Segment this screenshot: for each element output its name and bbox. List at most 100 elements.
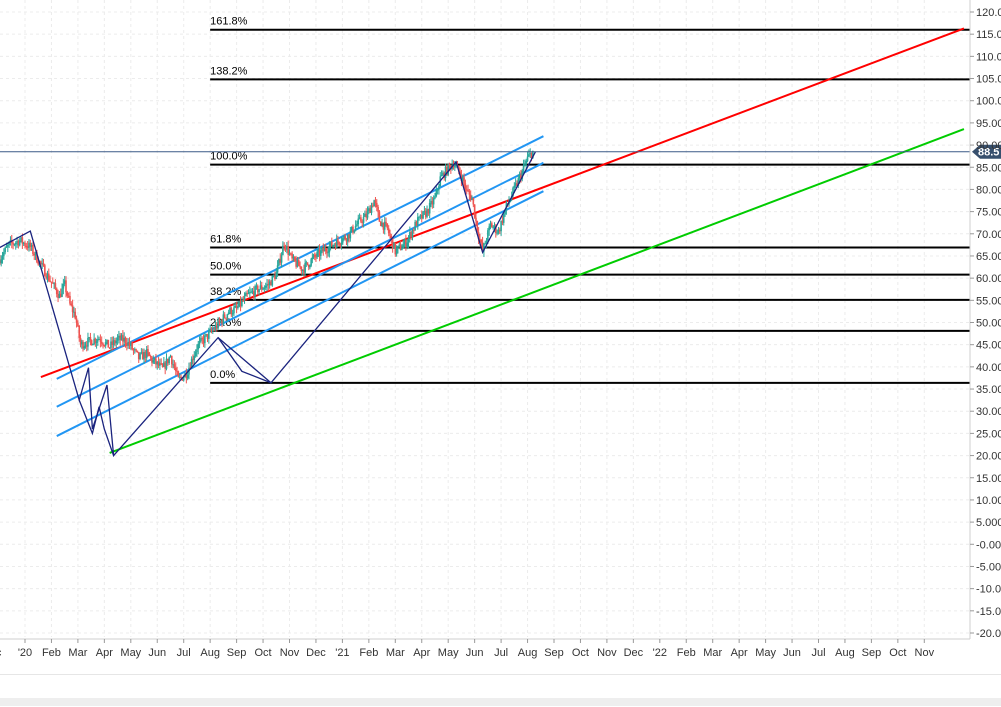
chart-grid bbox=[0, 0, 970, 637]
candle-body bbox=[93, 338, 95, 345]
candle-body bbox=[291, 253, 293, 259]
y-tick-label: 40.00 bbox=[976, 362, 1001, 374]
candle-body bbox=[4, 247, 6, 253]
candle-body bbox=[99, 339, 102, 342]
trend-line bbox=[56, 190, 544, 437]
candle-body bbox=[276, 265, 279, 273]
candle-body bbox=[402, 244, 405, 249]
candle-body bbox=[33, 253, 36, 256]
candle-body bbox=[275, 272, 278, 280]
candle-body bbox=[242, 300, 245, 302]
swing-line bbox=[0, 151, 537, 458]
candle-body bbox=[514, 183, 517, 186]
candle-body bbox=[32, 245, 34, 254]
candle-body bbox=[475, 217, 477, 221]
candle-body bbox=[266, 284, 268, 286]
candle-body bbox=[409, 232, 411, 238]
candle-body bbox=[0, 259, 2, 264]
x-tick-label: Mar bbox=[386, 647, 405, 659]
candle-body bbox=[407, 237, 410, 243]
candle-body bbox=[250, 291, 252, 293]
candle-body bbox=[237, 306, 239, 308]
candle-body bbox=[98, 339, 100, 341]
swing-line bbox=[217, 337, 272, 384]
candle-body bbox=[209, 329, 211, 332]
candle-body bbox=[58, 293, 61, 299]
candle-body bbox=[370, 205, 373, 214]
candle-body bbox=[78, 325, 81, 338]
candle-body bbox=[472, 198, 475, 205]
candle-body bbox=[517, 178, 520, 186]
candle-body bbox=[352, 226, 354, 233]
candle-body bbox=[103, 345, 106, 347]
candle-body bbox=[399, 244, 402, 250]
candle-body bbox=[29, 242, 32, 247]
candle-body bbox=[225, 317, 227, 319]
candle-body bbox=[373, 200, 375, 207]
candle-body bbox=[498, 229, 501, 232]
candle-body bbox=[165, 358, 168, 369]
candle-body bbox=[3, 252, 5, 257]
y-tick-label: 50.00 bbox=[976, 318, 1001, 330]
fib-level-label: 161.8% bbox=[210, 16, 248, 28]
candle-body bbox=[496, 232, 498, 234]
candle-body bbox=[122, 335, 124, 342]
candle-body bbox=[135, 349, 137, 351]
candle-body bbox=[491, 223, 493, 228]
candle-body bbox=[180, 376, 182, 378]
candle-body bbox=[369, 208, 371, 214]
candle-body bbox=[448, 164, 451, 166]
candle-body bbox=[530, 153, 533, 159]
candle-body bbox=[85, 345, 88, 347]
candle-body bbox=[390, 235, 393, 239]
candle-body bbox=[131, 343, 133, 350]
candle-body bbox=[104, 342, 107, 346]
candle-body bbox=[259, 285, 262, 290]
candle-body bbox=[413, 229, 415, 231]
candle-body bbox=[80, 341, 83, 345]
candle-body bbox=[94, 338, 97, 343]
x-axis[interactable]: c '20 Feb Mar Apr May Jun Jul Aug Sep Oct Nov Dec '21… bbox=[0, 638, 970, 659]
candle-body bbox=[492, 227, 494, 229]
candle-body bbox=[440, 175, 443, 177]
bottom-scrollbar[interactable] bbox=[0, 698, 1001, 706]
candlestick-series bbox=[0, 148, 534, 384]
candle-body bbox=[167, 358, 169, 364]
candle-body bbox=[465, 189, 468, 191]
candle-body bbox=[379, 221, 382, 227]
x-tick-label: Feb bbox=[42, 647, 61, 659]
candle-body bbox=[340, 242, 343, 245]
candle-body bbox=[223, 314, 226, 318]
x-tick-label: '22 bbox=[653, 647, 667, 659]
candle-body bbox=[430, 200, 432, 203]
candle-body bbox=[182, 377, 185, 381]
candle-body bbox=[215, 325, 218, 329]
candle-body bbox=[488, 226, 490, 231]
y-tick-label: 55.00 bbox=[976, 295, 1001, 307]
candle-body bbox=[374, 200, 377, 203]
candle-body bbox=[312, 254, 315, 258]
candle-body bbox=[335, 239, 338, 248]
candle-body bbox=[114, 340, 116, 344]
candle-body bbox=[74, 311, 77, 319]
y-axis[interactable]: -20.0 -15.0 -10.0 -5.00 -0.00 5.000 10.00 15.00… bbox=[969, 0, 1001, 640]
candle-body bbox=[204, 335, 206, 344]
candle-body bbox=[342, 238, 344, 243]
candle-body bbox=[415, 221, 418, 226]
candle-body bbox=[20, 237, 22, 241]
candle-body bbox=[152, 360, 155, 363]
candle-body bbox=[431, 200, 434, 205]
candle-body bbox=[0, 260, 1, 264]
candle-body bbox=[329, 241, 332, 247]
candle-body bbox=[119, 335, 122, 341]
candle-body bbox=[174, 367, 177, 371]
candle-body bbox=[260, 285, 263, 290]
current-price-line: 88.5 bbox=[0, 144, 1001, 159]
candle-body bbox=[51, 282, 54, 284]
candle-body bbox=[378, 212, 381, 222]
candle-body bbox=[17, 240, 20, 246]
candle-body bbox=[13, 244, 16, 246]
candle-body bbox=[205, 333, 207, 336]
candle-body bbox=[18, 240, 21, 246]
